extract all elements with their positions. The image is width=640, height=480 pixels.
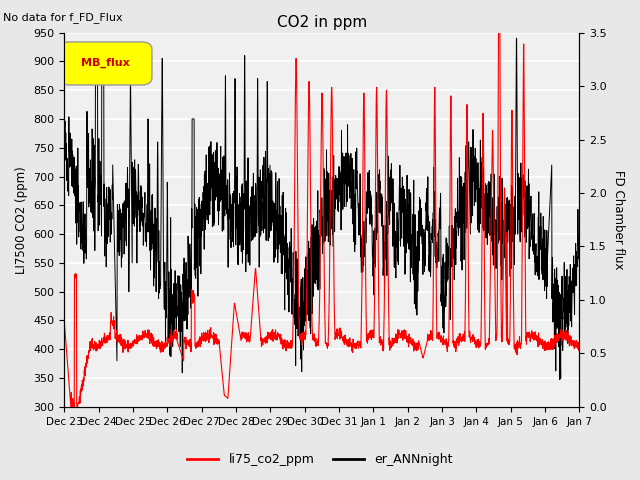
Y-axis label: LI7500 CO2 (ppm): LI7500 CO2 (ppm) bbox=[15, 166, 28, 274]
FancyBboxPatch shape bbox=[60, 42, 152, 85]
Legend: li75_co2_ppm, er_ANNnight: li75_co2_ppm, er_ANNnight bbox=[182, 448, 458, 471]
Y-axis label: FD Chamber flux: FD Chamber flux bbox=[612, 170, 625, 269]
Text: MB_flux: MB_flux bbox=[81, 58, 130, 68]
Title: CO2 in ppm: CO2 in ppm bbox=[277, 15, 367, 30]
Text: No data for f_FD_Flux: No data for f_FD_Flux bbox=[3, 12, 123, 23]
